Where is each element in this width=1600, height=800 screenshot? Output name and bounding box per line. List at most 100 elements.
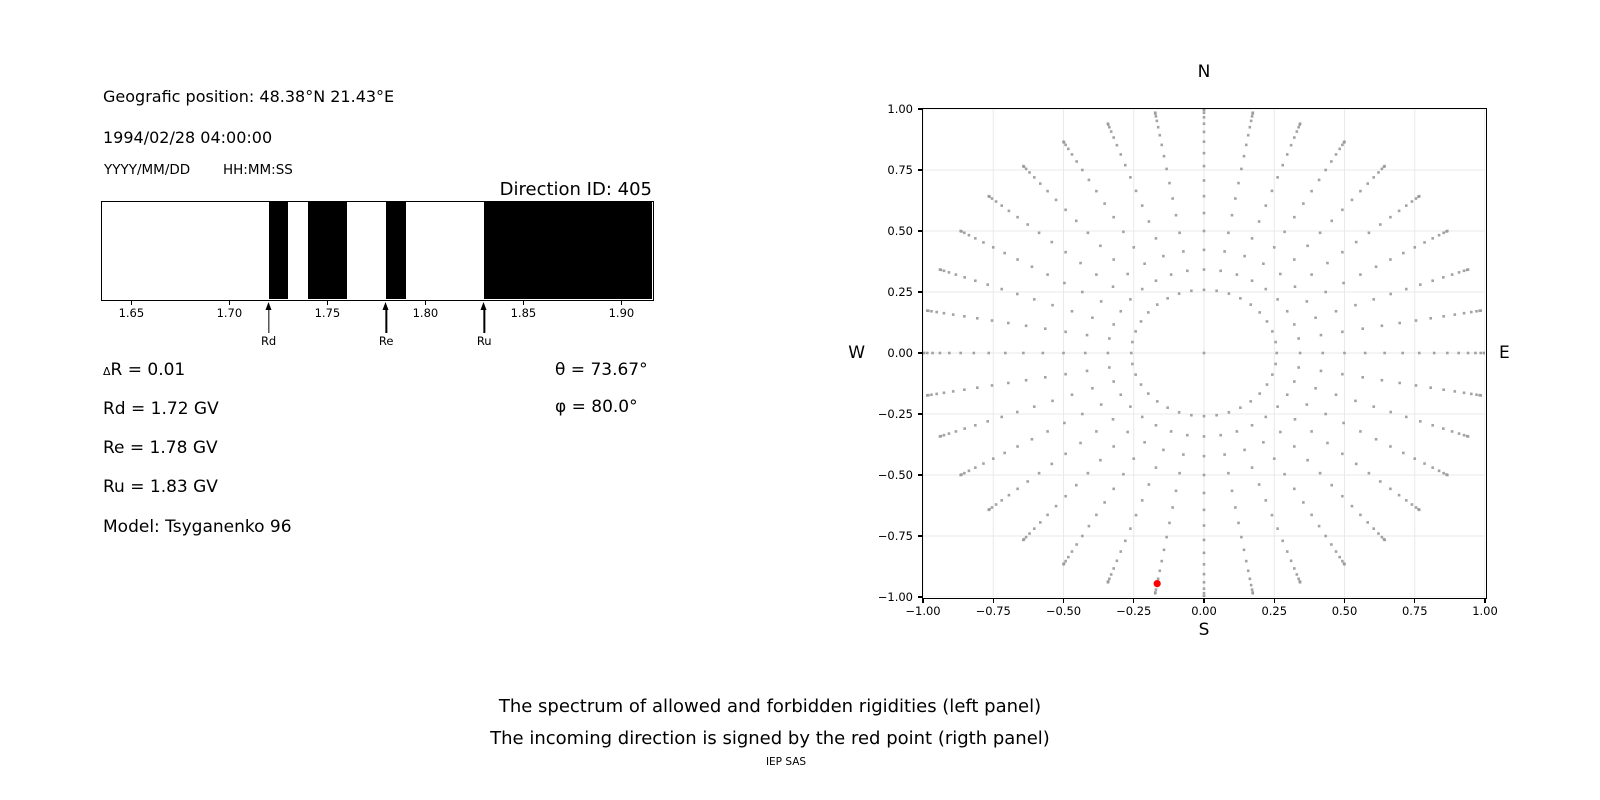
direction-grid-dot bbox=[1423, 241, 1426, 244]
direction-grid-dot bbox=[1246, 133, 1250, 137]
direction-grid-dot bbox=[1202, 248, 1206, 252]
direction-grid-dot bbox=[1112, 567, 1115, 570]
direction-grid-dot bbox=[1064, 372, 1067, 376]
direction-grid-dot bbox=[1143, 262, 1146, 265]
direction-grid-dot bbox=[1338, 147, 1342, 151]
direction-grid-dot bbox=[1242, 154, 1246, 158]
direction-grid-dot bbox=[1293, 487, 1296, 491]
direction-grid-dot bbox=[1037, 471, 1041, 475]
direction-grid-dot bbox=[1003, 251, 1006, 255]
direction-grid-dot bbox=[1442, 388, 1445, 391]
direction-grid-dot bbox=[1305, 403, 1309, 406]
direction-grid-dot bbox=[1414, 197, 1418, 200]
direction-grid-dot bbox=[1276, 298, 1279, 301]
direction-grid-dot bbox=[1283, 230, 1286, 234]
direction-grid-dot bbox=[1479, 309, 1483, 312]
direction-grid-dot bbox=[1064, 452, 1067, 456]
date-format-hint: YYYY/MM/DD bbox=[104, 162, 191, 178]
x-tick bbox=[1484, 598, 1486, 603]
direction-grid-dot bbox=[1026, 480, 1029, 483]
direction-grid-dot bbox=[1162, 448, 1165, 452]
direction-grid-dot bbox=[1050, 240, 1054, 244]
direction-grid-dot bbox=[1475, 393, 1478, 397]
direction-grid-dot bbox=[1074, 483, 1078, 487]
direction-grid-dot bbox=[1112, 258, 1115, 261]
direction-grid-dot bbox=[1139, 383, 1143, 386]
direction-grid-dot bbox=[1265, 320, 1269, 323]
direction-grid-dot bbox=[1318, 231, 1322, 235]
direction-grid-dot bbox=[1202, 351, 1206, 355]
direction-grid-dot bbox=[1202, 229, 1206, 233]
direction-grid-dot bbox=[1276, 176, 1279, 179]
y-tick-label: 0.75 bbox=[887, 163, 913, 177]
direction-grid-dot bbox=[1081, 412, 1084, 416]
direction-grid-dot bbox=[963, 231, 966, 235]
direction-grid-dot bbox=[974, 466, 977, 469]
direction-grid-dot bbox=[925, 309, 929, 312]
direction-grid-dot bbox=[1119, 550, 1123, 553]
y-tick bbox=[917, 596, 922, 598]
x-tick bbox=[1273, 598, 1275, 603]
direction-grid-dot bbox=[1437, 233, 1441, 237]
direction-grid-dot bbox=[1383, 538, 1386, 542]
direction-grid-dot bbox=[1295, 573, 1299, 576]
x-tick-label: 0.00 bbox=[1191, 604, 1217, 618]
direction-grid-dot bbox=[1479, 351, 1483, 355]
direction-grid-dot bbox=[1016, 487, 1019, 491]
direction-grid-dot bbox=[1475, 309, 1478, 313]
direction-grid-dot bbox=[1030, 265, 1034, 269]
azimuth-angle-value: φ = 80.0° bbox=[555, 397, 638, 417]
direction-grid-dot bbox=[1293, 417, 1297, 421]
direction-grid-dot bbox=[1334, 393, 1338, 397]
direction-grid-dot bbox=[1249, 303, 1253, 306]
y-tick-label: 0.00 bbox=[887, 346, 913, 360]
direction-grid-dot bbox=[1146, 311, 1150, 314]
x-tick-label: 0.50 bbox=[1331, 604, 1358, 618]
direction-grid-dot bbox=[1367, 231, 1371, 235]
direction-grid-dot bbox=[982, 462, 985, 465]
direction-grid-dot bbox=[1258, 392, 1262, 395]
y-tick-label: −0.25 bbox=[877, 407, 913, 421]
direction-grid-dot bbox=[987, 508, 991, 512]
direction-grid-dot bbox=[1227, 411, 1231, 414]
compass-label-east: E bbox=[1499, 343, 1510, 363]
direction-grid-dot bbox=[1115, 143, 1119, 147]
x-tick-label: 1.90 bbox=[608, 306, 635, 320]
direction-grid-dot bbox=[1122, 472, 1125, 476]
direction-grid-dot bbox=[1177, 292, 1181, 295]
direction-grid-dot bbox=[1202, 435, 1206, 438]
ru-value: Ru = 1.83 GV bbox=[103, 477, 218, 497]
direction-grid-dot bbox=[1168, 521, 1171, 525]
direction-grid-dot bbox=[1038, 182, 1042, 185]
direction-grid-dot bbox=[942, 311, 946, 315]
direction-grid-dot bbox=[1442, 427, 1445, 430]
direction-grid-dot bbox=[963, 388, 966, 391]
direction-grid-dot bbox=[1457, 351, 1460, 355]
direction-grid-dot bbox=[1264, 287, 1268, 291]
direction-grid-dot bbox=[938, 351, 942, 355]
direction-grid-dot bbox=[942, 433, 946, 437]
x-tick bbox=[1203, 598, 1205, 603]
direction-grid-dot bbox=[1326, 261, 1329, 265]
direction-grid-dot bbox=[1007, 493, 1011, 497]
direction-grid-dot bbox=[1366, 521, 1370, 524]
direction-grid-dot bbox=[1026, 223, 1029, 226]
direction-grid-dot bbox=[1182, 453, 1185, 456]
direction-grid-dot bbox=[1160, 559, 1164, 563]
direction-grid-dot bbox=[1462, 391, 1466, 395]
direction-grid-dot bbox=[1389, 487, 1392, 491]
direction-grid-dot bbox=[1446, 473, 1449, 477]
direction-grid-dot bbox=[1404, 204, 1408, 207]
direction-grid-dot bbox=[1363, 351, 1367, 355]
direction-grid-dot bbox=[923, 351, 925, 355]
direction-grid-dot bbox=[1095, 430, 1098, 433]
direction-grid-dot bbox=[1334, 153, 1338, 156]
direction-grid-dot bbox=[990, 384, 994, 387]
direction-grid-dot bbox=[1429, 386, 1432, 390]
direction-grid-dot bbox=[1271, 373, 1274, 376]
direction-grid-dot bbox=[1466, 268, 1470, 271]
direction-grid-dot bbox=[1070, 309, 1074, 313]
direction-grid-dot bbox=[1046, 273, 1049, 276]
direction-grid-dot bbox=[1242, 548, 1246, 552]
direction-grid-dot bbox=[1000, 287, 1004, 291]
